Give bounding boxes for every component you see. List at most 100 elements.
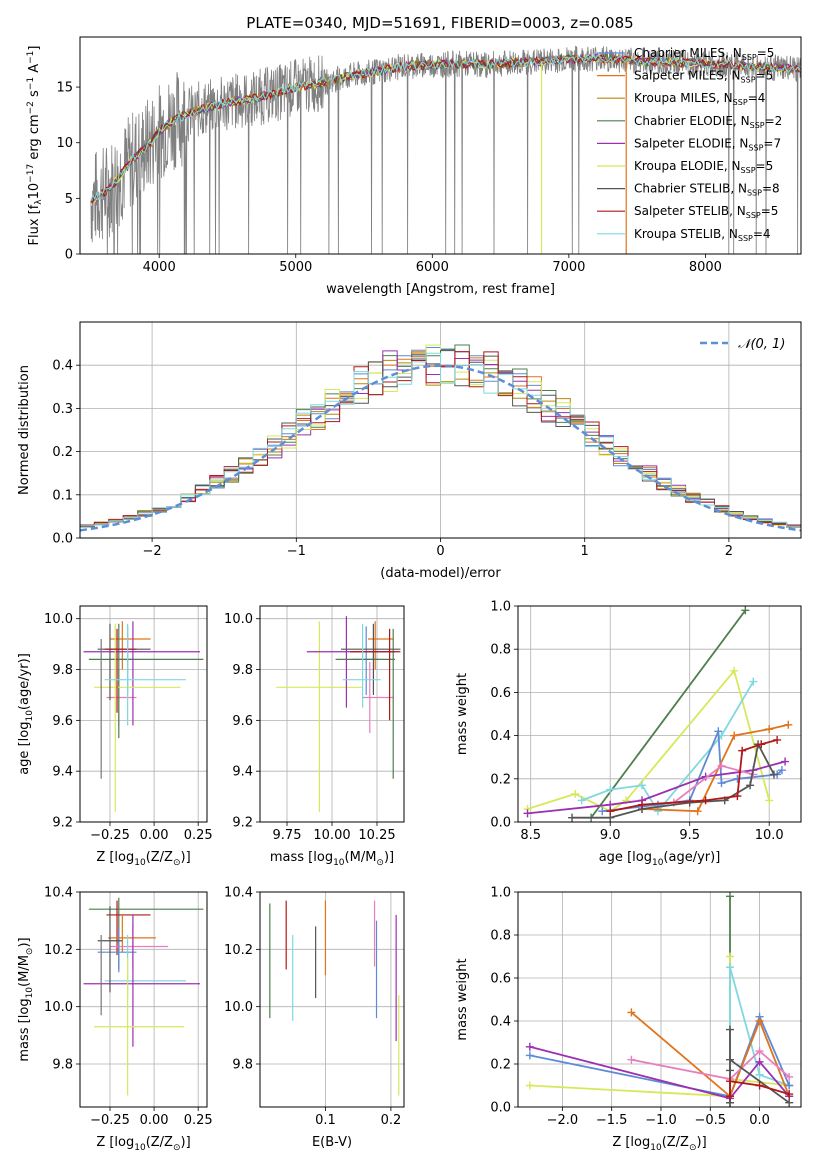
y-tick-label: 9.6 <box>232 714 253 729</box>
series-point <box>777 766 786 775</box>
y-tick-label: 10.0 <box>44 612 73 627</box>
y-tick-label: 10.0 <box>44 1000 73 1015</box>
y-tick-label: 1.0 <box>490 600 511 615</box>
series-point <box>523 809 532 818</box>
series-point <box>785 1098 794 1107</box>
x-axis-label: Z [log10(Z/Z⊙)] <box>96 850 190 868</box>
y-tick-label: 0.4 <box>52 359 73 374</box>
legend-label: Chabrier ELODIE, NSSP=2 <box>634 114 782 130</box>
series-point <box>757 740 766 749</box>
series-line <box>729 1080 790 1097</box>
x-tick-label: 10.25 <box>358 828 395 843</box>
y-tick-label: 9.2 <box>52 816 73 831</box>
axes-frame <box>259 891 405 1108</box>
y-tick-label: 0.0 <box>52 532 73 547</box>
x-tick-label: 6000 <box>416 260 449 275</box>
x-tick-label: 8.5 <box>520 828 541 843</box>
series-point <box>714 727 723 736</box>
x-tick-label: 0.25 <box>184 828 213 843</box>
series-point <box>726 892 735 901</box>
series-line <box>631 1049 790 1080</box>
x-tick-label: 0.00 <box>140 1113 169 1128</box>
series-point <box>606 807 615 816</box>
x-tick-label: 10.00 <box>313 828 350 843</box>
y-tick-label: 9.8 <box>232 663 253 678</box>
x-tick-label: 9.5 <box>679 828 700 843</box>
legend-label: 𝒩(0, 1) <box>738 337 785 352</box>
y-tick-label: 5 <box>65 192 73 207</box>
y-tick-label: 0.0 <box>490 1101 511 1116</box>
x-axis-label: E(B-V) <box>312 1135 352 1150</box>
series-point <box>571 789 580 798</box>
y-axis-label: mass weight <box>455 673 470 755</box>
series-line <box>529 1045 790 1100</box>
x-tick-label: 0 <box>436 544 444 559</box>
series-point <box>785 1072 794 1081</box>
series-point <box>749 677 758 686</box>
x-tick-label: 0.00 <box>140 828 169 843</box>
series-point <box>717 761 726 770</box>
y-tick-label: 10.4 <box>224 886 253 901</box>
y-axis-label: age [log10(age/yr)] <box>17 653 35 775</box>
x-tick-label: −0.25 <box>90 1113 130 1128</box>
y-tick-label: 0.8 <box>490 643 511 658</box>
series-point <box>765 725 774 734</box>
series-point <box>741 606 750 615</box>
y-tick-label: 0.2 <box>490 1058 511 1073</box>
chart-spectrum: 4000 5000 6000 7000 8000 0 5 10 15 Chabrier MILES… <box>26 36 802 297</box>
series-point <box>627 1055 636 1064</box>
y-axis-label: Normed distribution <box>17 365 32 495</box>
y-tick-label: 10.2 <box>224 943 253 958</box>
y-tick-label: 0.1 <box>52 488 73 503</box>
series-point <box>769 770 778 779</box>
series-point <box>733 792 742 801</box>
y-tick-label: 9.4 <box>52 765 73 780</box>
plot-area <box>90 45 801 254</box>
series-point <box>577 796 586 805</box>
x-tick-label: 1 <box>581 544 589 559</box>
series-point <box>701 796 710 805</box>
y-tick-label: 9.8 <box>232 1058 253 1073</box>
series-point <box>726 1092 735 1101</box>
legend-label: Salpeter ELODIE, NSSP=7 <box>634 136 781 152</box>
x-tick-label: −1.5 <box>596 1113 628 1128</box>
legend-label: Chabrier STELIB, NSSP=8 <box>634 182 780 198</box>
plot-area <box>83 621 204 812</box>
series-line <box>527 668 771 813</box>
series-point <box>755 1070 764 1079</box>
y-tick-label: 0.2 <box>490 772 511 787</box>
series-point <box>746 781 755 790</box>
y-axis-label: mass [log10(M/M⊙)] <box>17 937 35 1061</box>
y-tick-label: 9.2 <box>232 816 253 831</box>
series-point <box>525 1051 534 1060</box>
plot-area <box>269 900 400 1096</box>
series-point <box>606 785 615 794</box>
legend-label: Kroupa ELODIE, NSSP=5 <box>634 159 773 175</box>
chart-age-weight: 8.5 9.0 9.5 10.0 0.0 0.2 0.4 0.6 0.8 1.0 age [log1… <box>455 600 802 868</box>
y-tick-label: 0.0 <box>490 816 511 831</box>
plot-area <box>80 344 801 532</box>
y-tick-label: 0.8 <box>490 929 511 944</box>
y-axis-label: mass weight <box>455 958 470 1040</box>
y-tick-label: 0.3 <box>52 402 73 417</box>
legend-label: Salpeter STELIB, NSSP=5 <box>634 204 778 220</box>
axes-frame <box>517 891 802 1108</box>
series-line <box>630 1011 791 1098</box>
legend-label: Chabrier MILES, NSSP=5 <box>634 46 774 62</box>
y-tick-label: 10.2 <box>44 943 73 958</box>
plot-area <box>525 892 794 1107</box>
observed-spectrum-line <box>90 45 801 254</box>
chart-mass-age: 9.75 10.00 10.25 9.2 9.4 9.6 9.8 10.0 mass [log1… <box>224 605 405 868</box>
axes-frame <box>79 891 208 1108</box>
series-point <box>755 1017 764 1025</box>
y-tick-label: 1.0 <box>490 886 511 901</box>
y-tick-label: 0.4 <box>490 1015 511 1030</box>
normal-curve <box>80 364 801 532</box>
y-tick-label: 0.6 <box>490 972 511 987</box>
series-point <box>785 1090 794 1099</box>
series-point <box>685 798 694 807</box>
legend-label: Salpeter MILES, NSSP=5 <box>634 69 773 85</box>
x-tick-label: −1 <box>287 544 306 559</box>
y-tick-label: 9.6 <box>52 714 73 729</box>
